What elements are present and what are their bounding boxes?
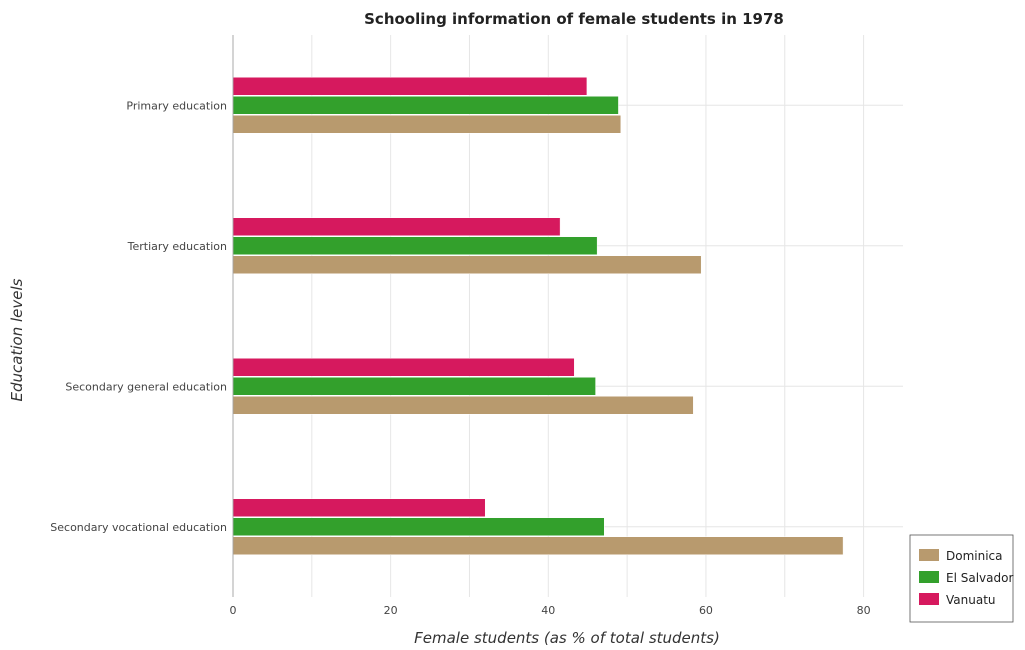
x-axis-label: Female students (as % of total students) [414, 629, 720, 647]
bar-el-salvador [232, 96, 619, 115]
bar-vanuatu [232, 77, 588, 96]
bar-vanuatu [232, 498, 486, 517]
plot-area: 0 20 40 60 80 Primary education Tertiary educa… [50, 35, 903, 617]
chart-title: Schooling information of female students… [364, 10, 784, 28]
legend-swatch [919, 571, 939, 583]
bar-dominica [232, 255, 702, 274]
legend-label: Vanuatu [946, 593, 996, 607]
x-tick-label: 40 [541, 604, 555, 617]
y-tick-label: Tertiary education [127, 240, 227, 253]
legend-swatch [919, 549, 939, 561]
y-tick-label: Secondary vocational education [50, 521, 227, 534]
x-tick-label: 20 [384, 604, 398, 617]
bar-el-salvador [232, 377, 596, 396]
legend-label: El Salvador [946, 571, 1013, 585]
bar-vanuatu [232, 358, 575, 377]
x-tick-label: 80 [857, 604, 871, 617]
legend-label: Dominica [946, 549, 1003, 563]
y-tick-label: Secondary general education [65, 380, 227, 393]
x-tick-label: 60 [699, 604, 713, 617]
bar-el-salvador [232, 236, 598, 255]
x-tick-label: 0 [230, 604, 237, 617]
bar-dominica [232, 115, 622, 134]
y-axis-label: Education levels [8, 278, 26, 401]
bar-dominica [232, 396, 694, 415]
y-tick-label: Primary education [126, 99, 227, 112]
bar-dominica [232, 536, 844, 555]
legend: Dominica El Salvador Vanuatu [909, 534, 1013, 623]
legend-swatch [919, 593, 939, 605]
bar-vanuatu [232, 217, 561, 236]
bar-el-salvador [232, 517, 605, 536]
